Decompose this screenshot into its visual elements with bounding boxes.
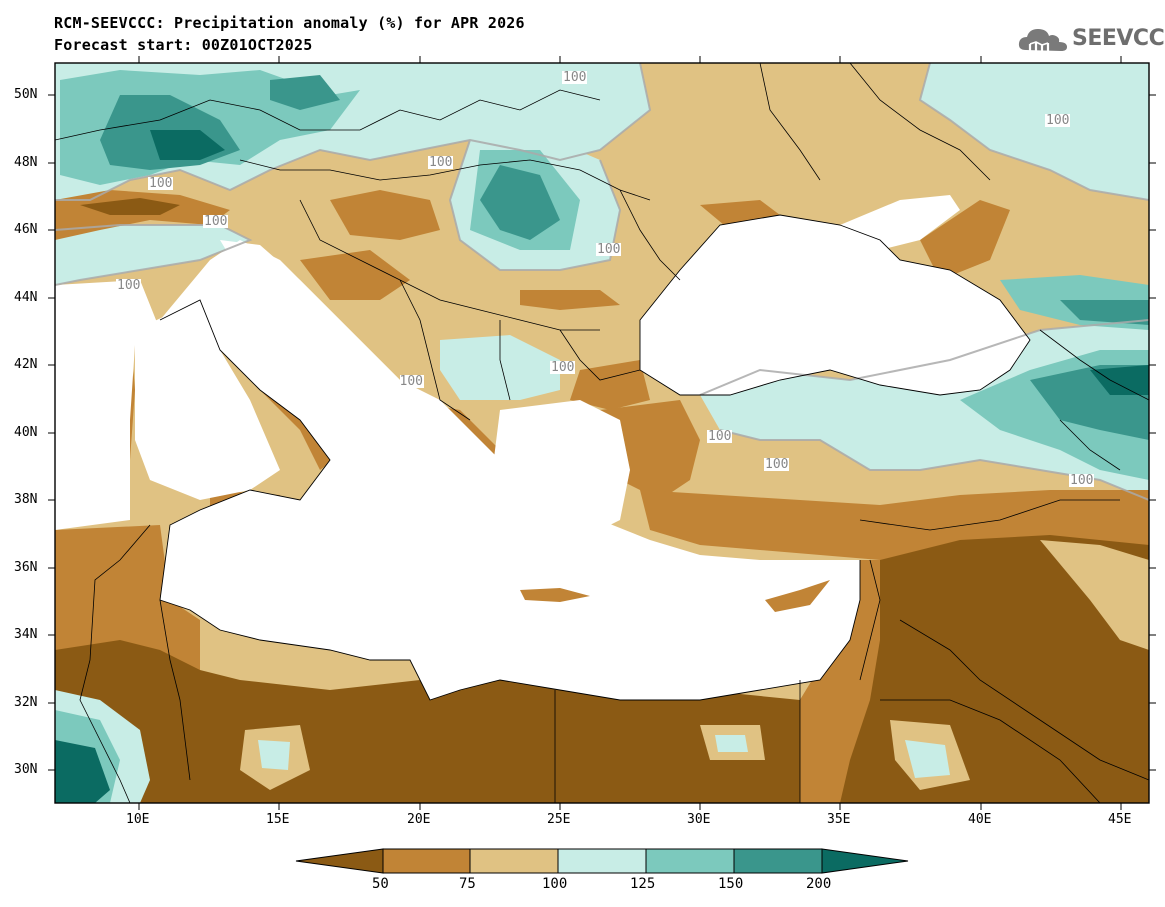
contour-label: 100 [1069, 473, 1095, 488]
lat-label-44n: 44N [14, 290, 38, 305]
field-slightly-dry-middleeast [1040, 540, 1149, 650]
sea-aegean [490, 400, 630, 540]
colorbar-tick-50: 50 [372, 876, 389, 892]
contour-label: 100 [400, 375, 424, 388]
field-wet-northeast [920, 63, 1149, 200]
island-crete [520, 588, 590, 602]
country-borders [55, 63, 1149, 803]
lon-label-40e: 40E [968, 812, 992, 827]
contour-lines [55, 63, 1149, 501]
contour-label: 100 [596, 242, 622, 257]
colorbar-tick-75: 75 [459, 876, 476, 892]
field-wet-algeria-3 [55, 740, 110, 803]
field-dry-serbia [300, 250, 410, 300]
lat-label-30n: 30N [14, 762, 38, 777]
lon-label-35e: 35E [827, 812, 851, 827]
colorbar-segment-above-200 [821, 848, 909, 874]
contour-label: 100 [428, 155, 454, 170]
field-wet-caucasus-3 [1090, 365, 1149, 395]
sea-adriatic [220, 240, 400, 400]
colorbar-segment-75-100 [469, 848, 559, 874]
lat-label-42n: 42N [14, 357, 38, 372]
field-wet-romania-core [480, 165, 560, 240]
colorbar-tick-150: 150 [718, 876, 744, 892]
lon-label-10e: 10E [126, 812, 150, 827]
contour-label: 100 [764, 457, 790, 472]
lat-label-32n: 32N [14, 695, 38, 710]
map-title: RCM-SEEVCCC: Precipitation anomaly (%) f… [54, 14, 525, 32]
field-wet-austria [270, 75, 340, 110]
lon-ticks [138, 56, 1122, 810]
lon-label-20e: 20E [407, 812, 431, 827]
colorbar-segment-125-150 [645, 848, 735, 874]
lon-label-25e: 25E [547, 812, 571, 827]
lat-label-40n: 40N [14, 425, 38, 440]
colorbar-segment-150-200 [733, 848, 823, 874]
lat-ticks [48, 94, 1156, 771]
field-wet-jordan-spot [905, 740, 950, 778]
field-dry-switzerland-core [80, 198, 180, 215]
colorbar [295, 848, 909, 874]
lat-label-38n: 38N [14, 492, 38, 507]
sea-west-med [55, 280, 160, 530]
lat-label-34n: 34N [14, 627, 38, 642]
coastlines [159, 214, 1031, 701]
sea-tyrrhenian [135, 300, 280, 500]
field-wet-caucasus-north-core [1060, 300, 1149, 325]
lat-label-46n: 46N [14, 222, 38, 237]
logo-text: SEEVCCC [1072, 26, 1165, 51]
cloud-icon [1018, 29, 1067, 51]
field-dry-crimea-east [920, 200, 1010, 280]
colorbar-tick-200: 200 [806, 876, 832, 892]
contour-label: 100 [562, 70, 588, 85]
contour-label: 100 [550, 360, 576, 375]
sea-black [640, 215, 1030, 395]
contour-label: 100 [1045, 113, 1071, 128]
contour-label: 100 [203, 214, 229, 229]
contour-label: 100 [116, 278, 142, 293]
field-wet-libya-spot [258, 740, 290, 770]
field-wet-central-3 [150, 130, 225, 160]
map-field [55, 63, 1149, 803]
contour-label: 100 [148, 176, 174, 191]
lon-label-45e: 45E [1108, 812, 1132, 827]
lon-label-15e: 15E [266, 812, 290, 827]
field-wet-balkans [440, 335, 560, 400]
field-dry-hungary [330, 190, 440, 240]
colorbar-tick-125: 125 [630, 876, 656, 892]
colorbar-tick-100: 100 [542, 876, 568, 892]
contour-label: 100 [707, 429, 733, 444]
forecast-start-label: Forecast start: 00Z01OCT2025 [54, 36, 313, 54]
lat-label-50n: 50N [14, 87, 38, 102]
lat-label-36n: 36N [14, 560, 38, 575]
colorbar-segment-below-50 [295, 848, 384, 874]
field-dry-moldova [700, 200, 780, 230]
field-dry-romania-south [520, 290, 620, 310]
lon-label-30e: 30E [687, 812, 711, 827]
island-cyprus [765, 580, 830, 612]
field-wet-anatolia [700, 320, 1149, 500]
seevccc-logo: SEEVCCC [1016, 22, 1165, 56]
field-wet-alps [55, 225, 250, 285]
field-wet-egypt-spot [715, 735, 748, 752]
colorbar-segment-50-75 [382, 848, 471, 874]
field-dry-levant [800, 560, 880, 803]
lat-label-48n: 48N [14, 155, 38, 170]
colorbar-segment-100-125 [557, 848, 647, 874]
